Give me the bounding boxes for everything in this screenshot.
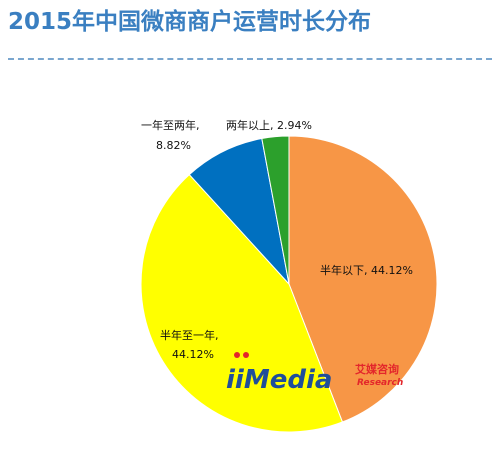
logo-brand-text: iiMedia bbox=[226, 365, 332, 395]
pie-slice-3 bbox=[261, 135, 290, 285]
iimedia-logo: iiMedia 艾媒咨询 Research bbox=[226, 352, 403, 395]
logo-dot-icon bbox=[234, 352, 240, 358]
pie-slice-2 bbox=[188, 137, 290, 286]
label-half-year-below: 半年以下, 44.12% bbox=[320, 263, 413, 277]
title-divider bbox=[8, 58, 492, 60]
logo-cn-text: 艾媒咨询 bbox=[355, 362, 399, 376]
label-half-to-one-year-name: 半年至一年, bbox=[160, 328, 219, 342]
logo-dot-icon bbox=[243, 352, 249, 358]
logo-en-text: Research bbox=[357, 378, 403, 388]
label-one-to-two-years-value: 8.82% bbox=[156, 139, 191, 152]
label-one-to-two-years-name: 一年至两年, bbox=[141, 118, 200, 132]
pie-slice-0 bbox=[288, 135, 438, 423]
pie-slices bbox=[140, 135, 438, 433]
label-over-two-years: 两年以上, 2.94% bbox=[226, 118, 312, 132]
page-title: 2015年中国微商商户运营时长分布 bbox=[8, 9, 372, 35]
pie-slice-1 bbox=[140, 173, 344, 433]
label-half-to-one-year-value: 44.12% bbox=[172, 348, 214, 361]
